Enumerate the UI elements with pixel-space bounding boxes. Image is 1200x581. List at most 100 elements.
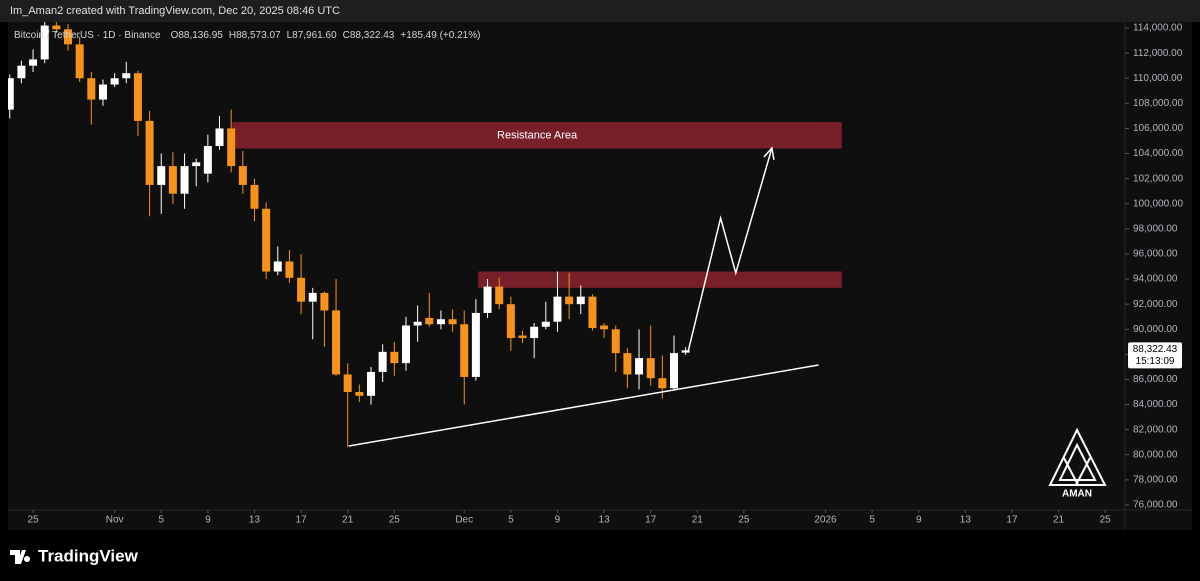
logo-text: AMAN	[1062, 489, 1092, 500]
y-tick-label: 84,000.00	[1133, 399, 1178, 410]
candle-body	[483, 286, 492, 313]
projection-arrow	[687, 147, 773, 353]
x-tick-label: 25	[27, 515, 39, 526]
x-tick-label: 17	[1006, 515, 1018, 526]
x-tick-label: 13	[599, 515, 611, 526]
ohlc-value: 88,573.07	[236, 30, 281, 41]
x-tick-label: 9	[205, 515, 211, 526]
y-tick-label: 82,000.00	[1133, 424, 1178, 435]
candle-body	[215, 128, 224, 147]
x-tick-label: 5	[508, 515, 514, 526]
x-tick-label: 5	[869, 515, 875, 526]
candle-body	[157, 166, 166, 185]
logo-mark	[1048, 427, 1107, 486]
candle-body	[378, 351, 387, 372]
x-tick-label: 25	[738, 515, 750, 526]
candle-body	[553, 296, 562, 322]
candle-body	[681, 350, 690, 353]
legend-line: Bitcoin / TetherUS · 1D · Binance O88,136…	[14, 30, 480, 41]
symbol: Bitcoin / TetherUS · 1D · Binance	[14, 30, 161, 41]
x-tick-label: 21	[692, 515, 704, 526]
x-tick-label: 17	[296, 515, 308, 526]
brand-text: TradingView	[38, 546, 139, 565]
candle-body	[75, 44, 84, 79]
x-tick-label: 2026	[814, 515, 837, 526]
y-tick-label: 80,000.00	[1133, 449, 1178, 460]
candle-body	[110, 78, 119, 85]
ohlc-label: C	[343, 30, 350, 41]
y-tick-label: 94,000.00	[1133, 274, 1178, 285]
last-price-box	[1128, 342, 1182, 369]
candle-body	[52, 25, 61, 30]
legend: Bitcoin / TetherUS · 1D · Binance O88,136…	[14, 30, 480, 41]
candle-body	[192, 162, 201, 167]
y-tick-label: 110,000.00	[1133, 73, 1183, 84]
y-tick-label: 114,000.00	[1133, 23, 1183, 34]
candle-body	[203, 146, 212, 174]
candle-body	[506, 304, 515, 339]
candle-body	[646, 358, 655, 379]
candle-body	[320, 292, 329, 311]
header-bar	[0, 0, 1200, 22]
plot-area: Resistance Area	[8, 22, 842, 448]
candle-body	[17, 65, 26, 79]
x-tick-label: 5	[158, 515, 164, 526]
zone	[232, 122, 842, 149]
candle-body	[635, 358, 644, 375]
x-tick-label: 13	[249, 515, 261, 526]
candle-body	[273, 261, 282, 272]
y-tick-label: 78,000.00	[1133, 475, 1178, 486]
candle-body	[367, 371, 376, 396]
candle-body	[600, 325, 609, 330]
candle-body	[471, 312, 480, 377]
arrow-head	[763, 146, 775, 160]
candle-body	[180, 166, 189, 194]
x-tick-label: 25	[1100, 515, 1112, 526]
header-text: Im_Aman2 created with TradingView.com, D…	[10, 5, 340, 17]
y-tick-label: 100,000.00	[1133, 198, 1183, 209]
x-tick-label: 9	[916, 515, 922, 526]
ohlc-value: 88,322.43	[350, 30, 395, 41]
candle-body	[658, 378, 667, 389]
candle-body	[623, 353, 632, 375]
y-tick-label: 104,000.00	[1133, 148, 1183, 159]
last-price-label: 88,322.43	[1133, 344, 1178, 355]
candle-body	[250, 184, 259, 209]
candle-body	[227, 128, 236, 167]
tradingview-brand: TradingView	[10, 546, 139, 565]
candle-body	[29, 59, 38, 66]
candle-body	[401, 325, 410, 364]
candle-body	[297, 277, 306, 302]
y-tick-label: 90,000.00	[1133, 324, 1178, 335]
y-tick-label: 102,000.00	[1133, 173, 1183, 184]
y-tick-label: 76,000.00	[1133, 500, 1178, 511]
candle-body	[611, 329, 620, 354]
ohlc-label: L	[287, 30, 293, 41]
aman-logo: AMAN	[1048, 427, 1107, 500]
candle-body	[98, 84, 107, 100]
candle-body	[355, 392, 364, 396]
candle-body	[670, 353, 679, 389]
zone-label: Resistance Area	[497, 129, 578, 141]
x-tick-label: 21	[1053, 515, 1065, 526]
candle-body	[8, 78, 14, 110]
x-tick-label: 21	[342, 515, 354, 526]
x-tick-label: 17	[645, 515, 657, 526]
y-tick-label: 92,000.00	[1133, 299, 1178, 310]
change: +185.49 (+0.21%)	[400, 30, 480, 41]
y-tick-label: 106,000.00	[1133, 123, 1183, 134]
ohlc-label: O	[171, 30, 179, 41]
x-tick-label: 9	[555, 515, 561, 526]
y-tick-label: 96,000.00	[1133, 249, 1178, 260]
y-tick-label: 86,000.00	[1133, 374, 1178, 385]
candle-body	[588, 296, 597, 329]
countdown: 15:13:09	[1136, 356, 1175, 367]
y-tick-label: 98,000.00	[1133, 223, 1178, 234]
x-tick-label: Dec	[455, 515, 473, 526]
candle-body	[87, 78, 96, 100]
ohlc-value: 87,961.60	[292, 30, 337, 41]
candle-body	[145, 120, 154, 185]
candle-body	[122, 73, 131, 79]
candle-body	[413, 321, 422, 326]
